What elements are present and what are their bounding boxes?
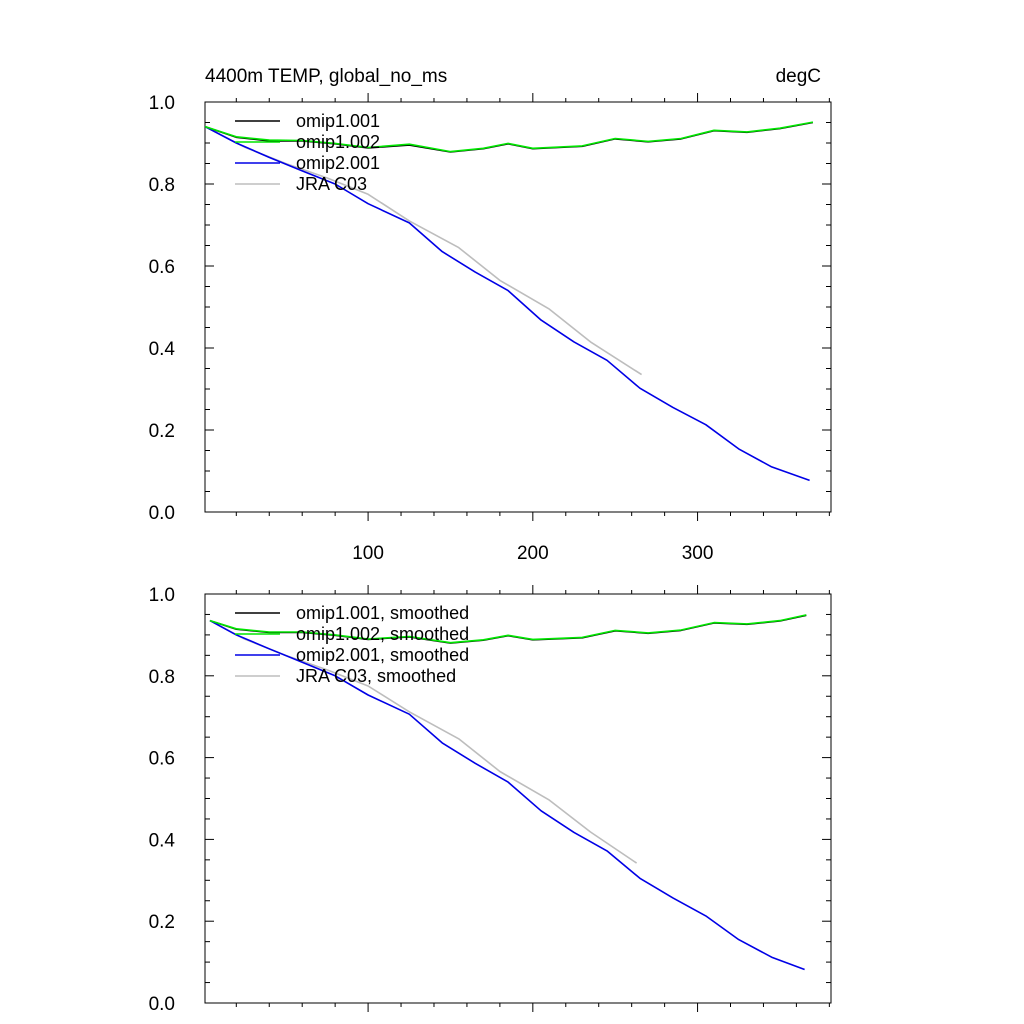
legend-label: JRA C03, smoothed [296, 666, 456, 686]
y-tick-label: 0.0 [149, 994, 175, 1015]
legend-label: omip2.001 [296, 153, 380, 173]
series-line-2 [205, 125, 810, 482]
legend-label: omip1.002, smoothed [296, 624, 469, 644]
y-tick-label: 0.8 [149, 175, 175, 196]
series-line-1 [209, 614, 807, 644]
x-tick-label: 100 [352, 543, 384, 564]
x-tick-label: 300 [682, 543, 714, 564]
y-tick-label: 0.2 [149, 912, 175, 933]
chart-title: 4400m TEMP, global_no_ms [205, 66, 447, 87]
legend-label: omip1.001 [296, 111, 380, 131]
y-tick-label: 0.8 [149, 667, 175, 688]
series-line-1 [205, 121, 814, 153]
top-panel: 0.0 0.2 0.4 0.6 0.8 1.0 100 200 300 4400m TEMP, g… [149, 66, 832, 564]
legend-label: omip2.001, smoothed [296, 645, 469, 665]
y-tick-label: 0.6 [149, 749, 175, 770]
y-tick-label: 1.0 [149, 93, 175, 114]
y-tick-label: 0.6 [149, 257, 175, 278]
legend-label: JRA C03 [296, 174, 367, 194]
y-tick-label: 0.2 [149, 421, 175, 442]
y-tick-label: 0.4 [149, 339, 176, 360]
x-tick-label: 200 [517, 543, 549, 564]
y-tick-label: 1.0 [149, 585, 175, 606]
legend-label: omip1.002 [296, 132, 380, 152]
y-tick-label: 0.4 [149, 830, 176, 851]
units-label: degC [776, 66, 821, 87]
series-line-2 [209, 619, 805, 971]
y-tick-label: 0.0 [149, 503, 175, 524]
legend-label: omip1.001, smoothed [296, 603, 469, 623]
